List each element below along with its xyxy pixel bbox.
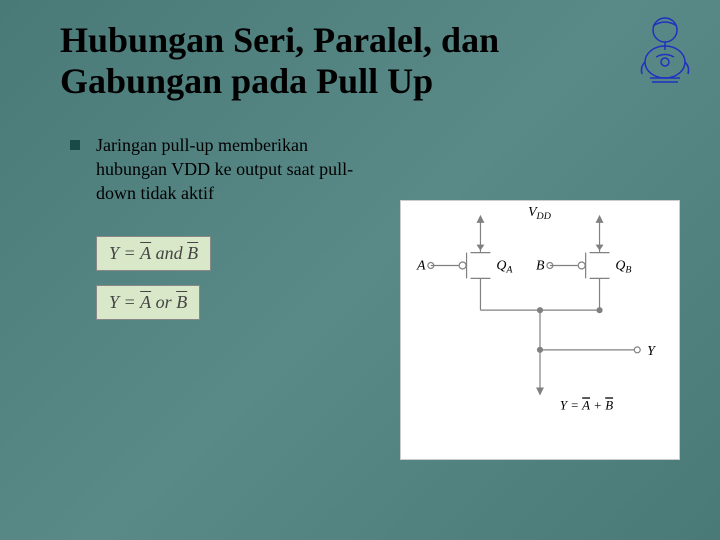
bullet-item: Jaringan pull-up memberikan hubungan VDD… [70, 133, 680, 206]
formula-1-op: and [151, 243, 187, 263]
bullet-marker-icon [70, 140, 80, 150]
qb-label: QB [615, 258, 631, 275]
formula-2-op: or [151, 292, 176, 312]
formula-2: Y = A or B [96, 285, 200, 320]
input-a-label: A [416, 258, 426, 273]
qa-label: QA [496, 258, 513, 275]
circuit-equation: Y = A + B [560, 398, 613, 412]
formula-2-lhs: Y [109, 292, 119, 312]
formula-1-lhs: Y [109, 243, 119, 263]
corner-logo-icon [630, 12, 700, 92]
formula-2-eq: = [119, 292, 140, 312]
circuit-diagram: VDD A B QA QB Y Y = A + B [400, 200, 680, 460]
formula-1-b: B [187, 243, 198, 264]
formula-2-b: B [176, 292, 187, 313]
formula-1-a: A [140, 243, 151, 264]
formula-1: Y = A and B [96, 236, 211, 271]
input-b-label: B [536, 258, 545, 273]
formula-2-a: A [140, 292, 151, 313]
output-y-label: Y [647, 344, 656, 359]
slide-title: Hubungan Seri, Paralel, dan Gabungan pad… [60, 20, 600, 103]
formula-1-eq: = [119, 243, 140, 263]
bullet-text: Jaringan pull-up memberikan hubungan VDD… [96, 133, 356, 206]
vdd-label: VDD [528, 205, 551, 222]
